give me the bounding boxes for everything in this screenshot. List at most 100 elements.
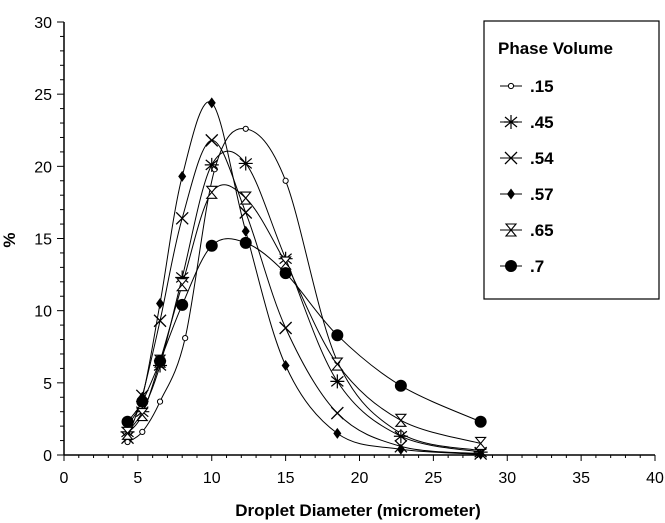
x-tick-label: 10 (203, 470, 221, 487)
y-tick-label: 15 (34, 232, 52, 249)
data-point (330, 406, 344, 420)
legend-item: .45 (500, 113, 554, 132)
data-point (239, 236, 252, 249)
marker-x (205, 133, 219, 147)
legend-marker (505, 260, 517, 272)
marker-filled-diamond (207, 97, 216, 109)
marker-x (330, 406, 344, 420)
data-point (242, 125, 249, 132)
marker-filled-circle (154, 355, 167, 368)
legend-label: .54 (530, 149, 554, 168)
marker-hourglass (474, 436, 487, 451)
legend-label: .57 (530, 185, 554, 204)
marker-open-circle (507, 82, 515, 90)
data-point (136, 395, 149, 408)
marker-filled-circle (121, 415, 134, 428)
legend-marker (507, 82, 515, 90)
y-tick-label: 25 (34, 87, 52, 104)
marker-hourglass (239, 191, 252, 205)
x-tick-label: 5 (133, 470, 142, 487)
marker-filled-circle (474, 415, 487, 428)
legend-box (483, 20, 660, 300)
data-point (333, 427, 342, 439)
series-line (127, 139, 481, 455)
data-point (176, 278, 189, 292)
data-point (207, 97, 216, 109)
marker-filled-diamond (333, 427, 342, 439)
series-line (127, 238, 481, 423)
marker-asterisk (504, 115, 518, 129)
marker-asterisk (204, 157, 219, 172)
data-point (136, 408, 149, 422)
x-tick-label: 20 (351, 470, 369, 487)
legend-marker (507, 188, 515, 200)
data-point (331, 329, 344, 342)
marker-hourglass (136, 408, 149, 422)
x-tick-label: 25 (424, 470, 442, 487)
data-point (154, 355, 167, 368)
series-layer (120, 97, 488, 461)
series-line (127, 128, 481, 452)
data-point (205, 185, 218, 199)
legend-items: .15 .45 .54 .57 .65 .7 (500, 77, 554, 276)
data-point (204, 157, 219, 172)
legend-label: .15 (530, 77, 554, 96)
data-point (279, 321, 293, 335)
legend-label: .7 (530, 257, 544, 276)
marker-asterisk (330, 374, 345, 389)
marker-filled-diamond (476, 448, 485, 460)
data-point (279, 267, 292, 280)
marker-filled-circle (505, 260, 517, 272)
data-point (393, 429, 408, 444)
marker-open-circle (182, 334, 189, 342)
data-point (175, 270, 190, 285)
marker-filled-diamond (396, 443, 405, 455)
marker-filled-diamond (281, 360, 290, 372)
marker-open-circle (139, 428, 146, 436)
marker-filled-circle (331, 329, 344, 342)
marker-open-circle (156, 398, 164, 405)
data-point (205, 133, 219, 147)
data-point (238, 156, 253, 171)
marker-asterisk (175, 270, 190, 285)
data-point (139, 428, 146, 436)
legend-marker (504, 115, 518, 129)
legend: Phase Volume .15 .45 .54 .57 .65 .7 (483, 20, 660, 300)
data-point (330, 374, 345, 389)
legend-label: .65 (530, 221, 554, 240)
data-point (156, 297, 165, 309)
marker-hourglass (331, 357, 344, 371)
marker-hourglass (504, 223, 518, 237)
marker-asterisk (393, 429, 408, 444)
x-tick-label: 0 (60, 470, 69, 487)
marker-hourglass (205, 185, 218, 199)
marker-x (504, 151, 518, 165)
legend-item: .57 (500, 185, 554, 204)
data-point (394, 379, 407, 392)
marker-filled-circle (394, 379, 407, 392)
marker-x (279, 321, 293, 335)
legend-marker (504, 223, 518, 237)
data-point (396, 443, 405, 455)
data-point (474, 436, 487, 451)
series-line (127, 150, 481, 453)
marker-filled-circle (205, 239, 218, 252)
data-point (474, 415, 487, 428)
data-point (121, 415, 134, 428)
legend-label: .45 (530, 113, 554, 132)
marker-filled-circle (176, 298, 189, 311)
marker-filled-circle (279, 267, 292, 280)
marker-hourglass (279, 256, 292, 270)
y-tick-label: 0 (43, 448, 52, 465)
legend-item: .7 (500, 257, 544, 276)
data-point (282, 177, 289, 184)
data-point (476, 448, 485, 460)
series-2 (120, 150, 488, 460)
data-point (205, 239, 218, 252)
series-3 (121, 133, 488, 461)
data-point (279, 256, 292, 270)
data-point (156, 398, 164, 405)
legend-item: .54 (500, 149, 554, 168)
legend-marker (504, 151, 518, 165)
axes: 0 5 10 15 20 25 30 35 40 0 5 10 15 20 25 30 (34, 15, 664, 487)
